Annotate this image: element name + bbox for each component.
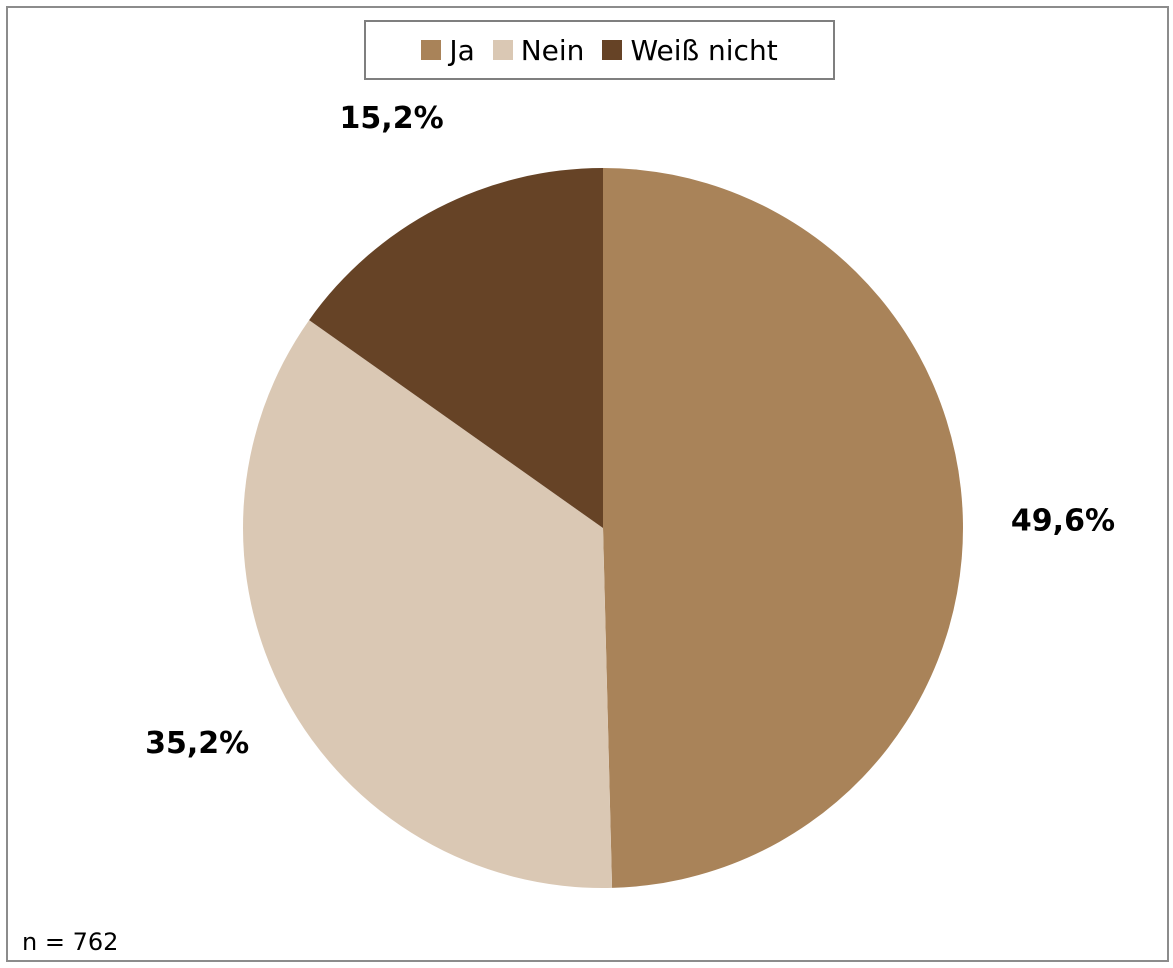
pie-slice-nein xyxy=(242,320,613,888)
sample-size-note: n = 762 xyxy=(22,928,119,956)
data-label-nein: 35,2% xyxy=(145,726,249,761)
pie-slice-weiss-nicht xyxy=(309,168,603,528)
data-label-ja: 49,6% xyxy=(1011,504,1115,539)
legend-entry-weiss-nicht: Weiß nicht xyxy=(602,33,778,67)
legend-entry-ja: Ja xyxy=(421,33,475,67)
legend-swatch-weiss-nicht xyxy=(602,40,623,60)
legend-swatch-nein xyxy=(492,40,513,60)
legend-label-nein: Nein xyxy=(520,33,585,67)
legend-entry-nein: Nein xyxy=(492,33,585,67)
legend: Ja Nein Weiß nicht xyxy=(364,20,835,80)
legend-label-ja: Ja xyxy=(449,33,475,67)
legend-swatch-ja xyxy=(421,40,442,60)
legend-label-weiss-nicht: Weiß nicht xyxy=(630,33,778,67)
data-label-weiss-nicht: 15,2% xyxy=(340,101,444,136)
pie-slice-ja xyxy=(603,168,963,888)
